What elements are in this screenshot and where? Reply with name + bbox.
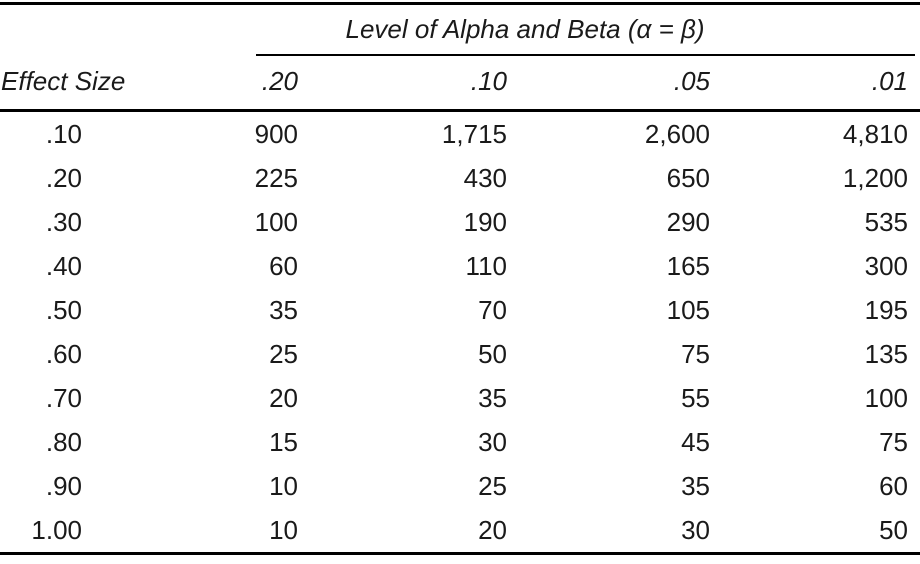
effect-size-cell: .70 xyxy=(45,382,82,413)
sample-size-cell: 10 xyxy=(269,470,298,501)
sample-size-cell: 190 xyxy=(463,206,507,237)
sample-size-cell: 55 xyxy=(681,382,710,413)
sample-size-cell: 1,200 xyxy=(842,162,908,193)
spanner-header-row: Level of Alpha and Beta (α = β) xyxy=(0,4,920,55)
sample-size-cell: 650 xyxy=(666,162,710,193)
sample-size-cell: 20 xyxy=(269,382,298,413)
sample-size-cell: 70 xyxy=(478,294,507,325)
effect-size-cell: .20 xyxy=(45,162,82,193)
table-row: .70 20 35 55 100 xyxy=(0,376,920,420)
sample-size-cell: 195 xyxy=(864,294,908,325)
sample-size-cell: 45 xyxy=(681,426,710,457)
effect-size-cell: .30 xyxy=(45,206,82,237)
sample-size-cell: 30 xyxy=(681,514,710,545)
sample-size-cell: 430 xyxy=(463,162,507,193)
sample-size-cell: 25 xyxy=(478,470,507,501)
sample-size-cell: 50 xyxy=(879,514,908,545)
spanner-spacer-cell xyxy=(0,4,130,55)
sample-size-cell: 20 xyxy=(478,514,507,545)
effect-size-cell: .50 xyxy=(45,294,82,325)
column-header-alpha-05: .05 xyxy=(507,54,710,112)
column-header-alpha-20: .20 xyxy=(130,54,298,112)
sample-size-cell: 60 xyxy=(879,470,908,501)
table-row: .10 900 1,715 2,600 4,810 xyxy=(0,111,920,157)
sample-size-cell: 4,810 xyxy=(842,118,908,149)
effect-size-cell: .10 xyxy=(45,118,82,149)
sample-size-cell: 110 xyxy=(465,250,507,281)
column-header-row: Effect Size .20 .10 .05 .01 xyxy=(0,54,920,112)
table-row: .40 60 110 165 300 xyxy=(0,244,920,288)
sample-size-cell: 535 xyxy=(864,206,908,237)
sample-size-cell: 225 xyxy=(254,162,298,193)
table-row: .60 25 50 75 135 xyxy=(0,332,920,376)
sample-size-cell: 35 xyxy=(478,382,507,413)
effect-size-cell: .60 xyxy=(45,338,82,369)
sample-size-cell: 1,715 xyxy=(441,118,507,149)
sample-size-cell: 100 xyxy=(254,206,298,237)
table-row: 1.00 10 20 30 50 xyxy=(0,508,920,554)
table-row: .20 225 430 650 1,200 xyxy=(0,156,920,200)
effect-size-cell: .40 xyxy=(45,250,82,281)
sample-size-cell: 300 xyxy=(864,250,908,281)
sample-size-cell: 135 xyxy=(864,338,908,369)
sample-size-cell: 100 xyxy=(864,382,908,413)
sample-size-cell: 25 xyxy=(269,338,298,369)
column-header-effect-size: Effect Size xyxy=(0,54,130,112)
sample-size-cell: 290 xyxy=(666,206,710,237)
column-header-alpha-01: .01 xyxy=(710,54,920,112)
effect-size-cell: 1.00 xyxy=(31,514,82,545)
table-row: .50 35 70 105 195 xyxy=(0,288,920,332)
table-row: .30 100 190 290 535 xyxy=(0,200,920,244)
sample-size-cell: 165 xyxy=(666,250,710,281)
sample-size-cell: 75 xyxy=(681,338,710,369)
sample-size-cell: 30 xyxy=(478,426,507,457)
sample-size-cell: 2,600 xyxy=(644,118,710,149)
sample-size-cell: 50 xyxy=(478,338,507,369)
sample-size-cell: 900 xyxy=(254,118,298,149)
sample-size-cell: 105 xyxy=(666,294,710,325)
column-header-alpha-10: .10 xyxy=(298,54,507,112)
sample-size-cell: 75 xyxy=(879,426,908,457)
sample-size-cell: 35 xyxy=(681,470,710,501)
table-row: .80 15 30 45 75 xyxy=(0,420,920,464)
sample-size-cell: 60 xyxy=(269,250,298,281)
spanner-header: Level of Alpha and Beta (α = β) xyxy=(345,14,705,44)
sample-size-cell: 10 xyxy=(269,514,298,545)
effect-size-cell: .90 xyxy=(45,470,82,501)
sample-size-cell: 15 xyxy=(269,426,298,457)
spanner-rule xyxy=(256,54,915,56)
effect-size-cell: .80 xyxy=(45,426,82,457)
sample-size-cell: 35 xyxy=(269,294,298,325)
table-row: .90 10 25 35 60 xyxy=(0,464,920,508)
